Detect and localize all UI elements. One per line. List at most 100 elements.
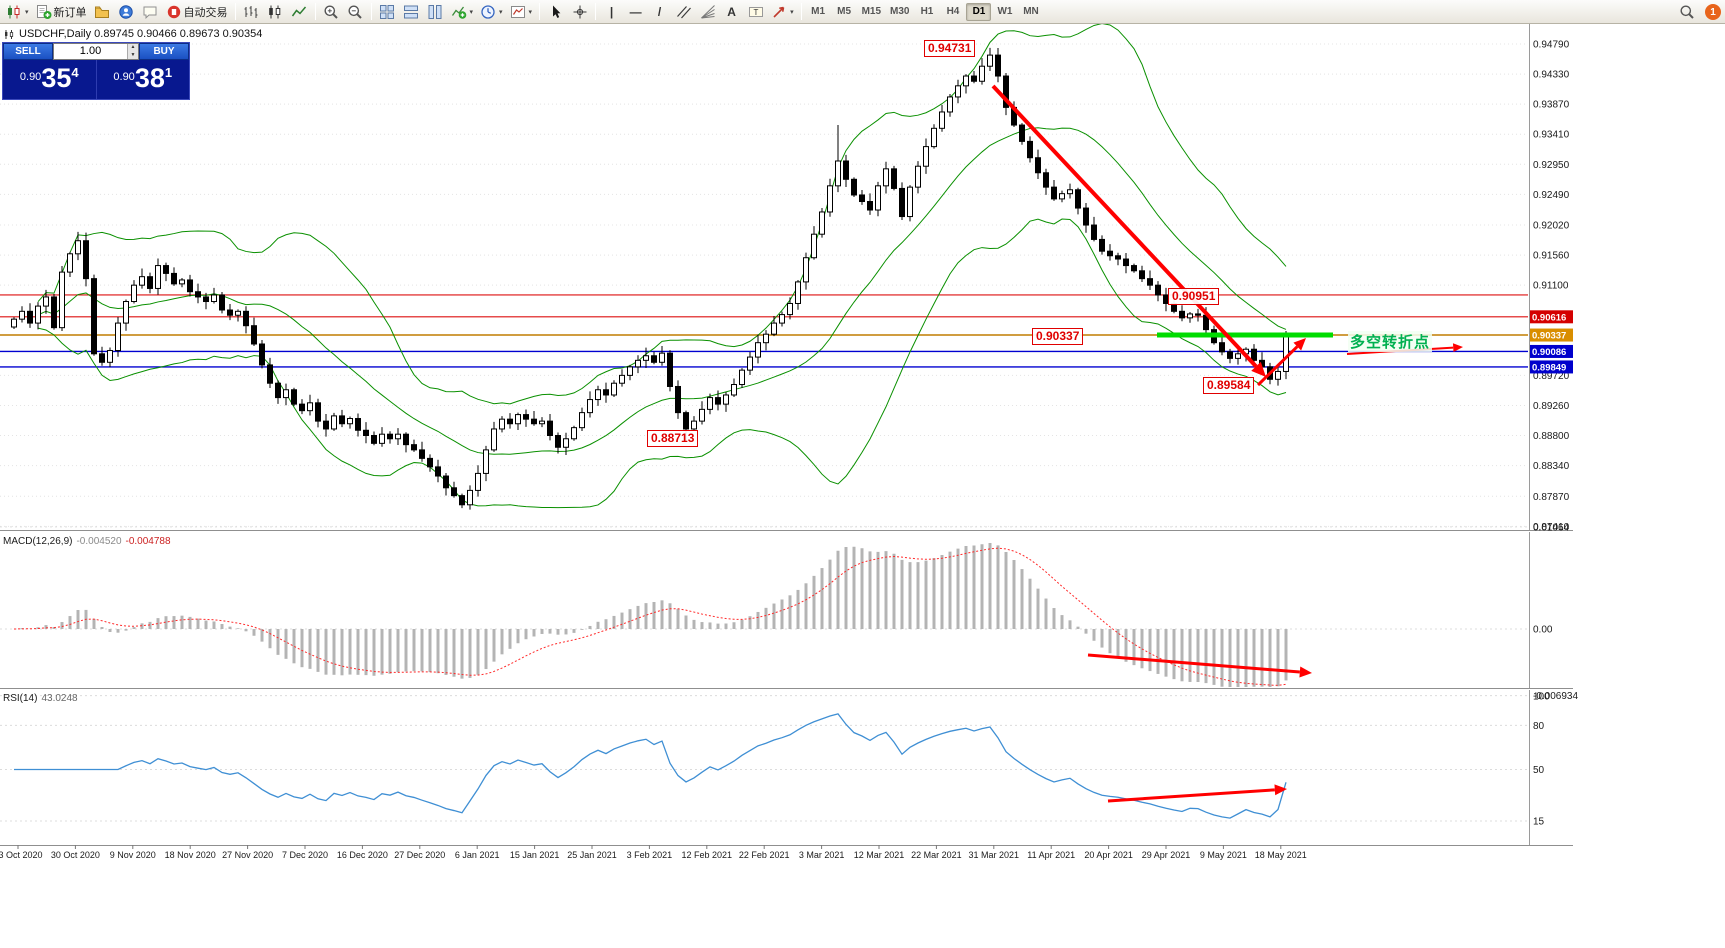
svg-text:22 Mar 2021: 22 Mar 2021	[911, 850, 962, 860]
svg-text:0.87410: 0.87410	[1533, 522, 1570, 533]
bar-chart-button[interactable]	[240, 2, 263, 22]
shapes-icon	[771, 4, 787, 20]
hline-button[interactable]: —	[624, 2, 647, 22]
buy-price-sup: 1	[164, 65, 173, 80]
chart-ohlc-header: USDCHF,Daily 0.89745 0.90466 0.89673 0.9…	[4, 28, 262, 40]
price-annotation[interactable]: 0.90337	[1032, 328, 1084, 345]
svg-text:0.01064: 0.01064	[1533, 522, 1570, 533]
timeframe-m30[interactable]: M30	[890, 6, 910, 17]
trendline-button[interactable]: /	[648, 2, 671, 22]
price-annotation[interactable]: 0.89584	[1203, 377, 1255, 394]
add-indicator-icon	[451, 4, 467, 20]
candle-chart-icon	[267, 4, 283, 20]
chat-button[interactable]	[139, 2, 162, 22]
template-icon	[510, 4, 526, 20]
search-button[interactable]	[1675, 2, 1698, 22]
price-annotation[interactable]: 0.90951	[1168, 288, 1220, 305]
label-icon: T	[748, 4, 764, 20]
chat-icon	[142, 4, 158, 20]
history-button[interactable]	[91, 2, 114, 22]
toolbar-button-label: 自动交易	[183, 6, 228, 19]
svg-text:16 Dec 2020: 16 Dec 2020	[337, 850, 388, 860]
spinner-up-icon[interactable]: ▲	[128, 44, 138, 52]
history-icon	[94, 4, 110, 20]
svg-text:6 Jan 2021: 6 Jan 2021	[455, 850, 500, 860]
cursor-button[interactable]	[544, 2, 567, 22]
chevron-down-icon[interactable]: ▾	[528, 8, 533, 16]
chevron-down-icon[interactable]: ▾	[499, 8, 503, 16]
rsi-indicator-label: RSI(14) 43.0248	[3, 693, 78, 704]
buy-button[interactable]: BUY	[139, 43, 189, 60]
new-order-button[interactable]: 新订单	[33, 2, 90, 22]
text-button[interactable]: A	[720, 2, 743, 22]
trendline-icon: /	[657, 4, 662, 19]
autotrade-button[interactable]: 自动交易	[163, 2, 231, 22]
timeframe-h4[interactable]: H4	[946, 6, 960, 17]
zoom-out-button[interactable]	[344, 2, 367, 22]
arrange-vertical-button[interactable]	[424, 2, 447, 22]
svg-text:0.92490: 0.92490	[1533, 190, 1570, 201]
sell-price-big: 35	[41, 63, 72, 93]
vline-button[interactable]: |	[600, 2, 623, 22]
timeframe-m1[interactable]: M1	[811, 6, 826, 17]
svg-text:27 Dec 2020: 27 Dec 2020	[394, 850, 445, 860]
timeframe-m15[interactable]: M15	[861, 6, 882, 17]
svg-text:12 Feb 2021: 12 Feb 2021	[682, 850, 733, 860]
svg-text:12 Mar 2021: 12 Mar 2021	[854, 850, 905, 860]
chevron-down-icon[interactable]: ▾	[469, 8, 474, 16]
channel-button[interactable]	[672, 2, 695, 22]
price-annotation[interactable]: 0.94731	[924, 40, 976, 57]
svg-text:18 May 2021: 18 May 2021	[1255, 850, 1307, 860]
period-button[interactable]: ▾	[477, 2, 506, 22]
svg-text:0.94790: 0.94790	[1533, 40, 1570, 51]
svg-text:0.89849: 0.89849	[1532, 362, 1566, 373]
chevron-down-icon[interactable]: ▾	[790, 8, 794, 16]
spinner-down-icon[interactable]: ▼	[128, 51, 138, 59]
sell-button[interactable]: SELL	[3, 43, 53, 60]
autotrade-icon	[166, 4, 182, 20]
svg-text:0.90616: 0.90616	[1532, 312, 1566, 323]
fibonacci-icon	[700, 4, 716, 20]
sell-price[interactable]: 0.90 35 4	[3, 60, 96, 99]
price-annotation[interactable]: 0.88713	[647, 430, 699, 447]
svg-text:15 Jan 2021: 15 Jan 2021	[510, 850, 560, 860]
timeframe-mn[interactable]: MN	[1023, 6, 1039, 17]
volume-spinner[interactable]: ▲ ▼	[127, 44, 138, 59]
line-chart-button[interactable]	[288, 2, 311, 22]
chart-candle-button[interactable]: ▾	[3, 2, 32, 22]
fibonacci-button[interactable]	[696, 2, 719, 22]
chart-mini-icon	[4, 29, 15, 40]
template-button[interactable]: ▾	[507, 2, 536, 22]
crosshair-button[interactable]	[568, 2, 591, 22]
svg-text:0.92950: 0.92950	[1533, 160, 1570, 171]
svg-text:3 Mar 2021: 3 Mar 2021	[799, 850, 845, 860]
svg-text:7 Dec 2020: 7 Dec 2020	[282, 850, 328, 860]
svg-text:9 Nov 2020: 9 Nov 2020	[110, 850, 156, 860]
label-button[interactable]: T	[744, 2, 767, 22]
add-indicator-button[interactable]: ▾	[448, 2, 477, 22]
timeframe-m5[interactable]: M5	[837, 6, 852, 17]
hline-icon: —	[629, 4, 642, 19]
svg-text:100: 100	[1533, 692, 1550, 703]
volume-input[interactable]: 1.00 ▲ ▼	[53, 43, 139, 60]
notification-badge[interactable]: 1	[1705, 4, 1721, 20]
chevron-down-icon[interactable]: ▾	[25, 8, 29, 16]
tile-windows-icon	[379, 4, 395, 20]
svg-text:80: 80	[1533, 721, 1545, 732]
timeframe-h1[interactable]: H1	[920, 6, 934, 17]
timeframe-d1[interactable]: D1	[966, 2, 992, 21]
svg-text:0.93870: 0.93870	[1533, 100, 1570, 111]
macd-main-value: -0.004520	[76, 536, 122, 547]
shapes-button[interactable]: ▾	[768, 2, 797, 22]
zoom-in-button[interactable]	[320, 2, 343, 22]
tile-windows-button[interactable]	[376, 2, 399, 22]
macd-signal-value: -0.004788	[125, 536, 171, 547]
toolbar-separator	[800, 3, 802, 20]
profile-button[interactable]	[115, 2, 138, 22]
svg-text:29 Apr 2021: 29 Apr 2021	[1142, 850, 1191, 860]
timeframe-w1[interactable]: W1	[997, 6, 1013, 17]
candle-chart-button[interactable]	[264, 2, 287, 22]
buy-price[interactable]: 0.90 38 1	[95, 60, 190, 99]
arrange-horizontal-button[interactable]	[400, 2, 423, 22]
